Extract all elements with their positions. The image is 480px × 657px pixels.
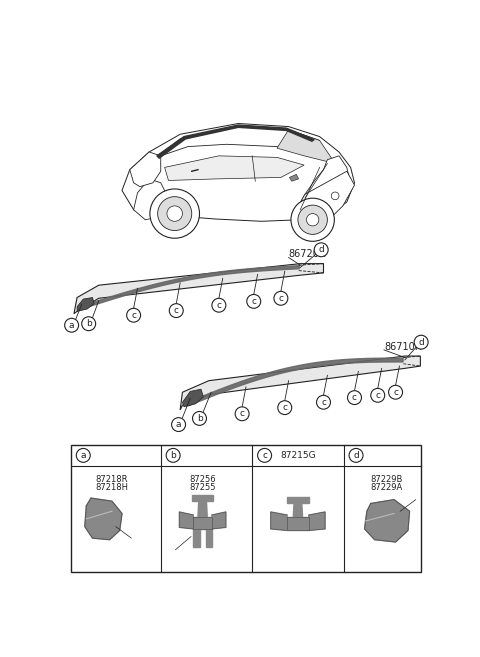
Circle shape [235, 407, 249, 420]
Polygon shape [193, 516, 212, 529]
Polygon shape [271, 512, 287, 530]
Circle shape [389, 385, 403, 399]
Polygon shape [365, 499, 409, 542]
Polygon shape [296, 171, 355, 225]
Polygon shape [296, 156, 350, 219]
Text: 87218R: 87218R [96, 476, 128, 484]
Polygon shape [192, 495, 214, 501]
Text: c: c [375, 391, 380, 400]
Polygon shape [277, 129, 335, 164]
Polygon shape [212, 512, 226, 529]
Circle shape [157, 196, 192, 231]
Circle shape [371, 388, 385, 402]
Text: a: a [69, 321, 74, 330]
Polygon shape [153, 127, 320, 160]
Text: 87218H: 87218H [96, 483, 129, 492]
Polygon shape [122, 124, 355, 221]
Text: b: b [86, 319, 92, 328]
Circle shape [150, 189, 200, 238]
Text: 87229B: 87229B [370, 476, 402, 484]
Polygon shape [130, 152, 161, 187]
Circle shape [278, 401, 292, 415]
Polygon shape [287, 516, 309, 530]
Circle shape [166, 449, 180, 463]
Polygon shape [309, 512, 325, 530]
Polygon shape [180, 356, 420, 410]
Circle shape [306, 214, 319, 226]
Polygon shape [289, 174, 299, 181]
Text: c: c [262, 451, 267, 460]
Text: c: c [240, 409, 245, 419]
Circle shape [167, 206, 182, 221]
Text: d: d [318, 245, 324, 254]
Polygon shape [133, 179, 168, 219]
Polygon shape [193, 529, 200, 547]
Text: 87229A: 87229A [370, 483, 402, 492]
Circle shape [247, 294, 261, 308]
Circle shape [314, 243, 328, 257]
Polygon shape [180, 512, 193, 529]
Text: c: c [278, 294, 283, 303]
Text: d: d [418, 338, 424, 347]
Polygon shape [206, 529, 212, 547]
Text: 87255: 87255 [189, 483, 216, 492]
Text: c: c [282, 403, 287, 412]
Text: 86720H: 86720H [288, 250, 327, 260]
Circle shape [192, 411, 206, 425]
Text: 87256: 87256 [189, 476, 216, 484]
Circle shape [274, 291, 288, 306]
Polygon shape [287, 497, 309, 503]
Text: c: c [251, 297, 256, 306]
Circle shape [414, 335, 428, 349]
Polygon shape [165, 156, 304, 181]
Bar [71, 445, 421, 572]
Circle shape [291, 198, 335, 241]
Text: a: a [176, 420, 181, 429]
Text: c: c [321, 397, 326, 407]
Text: b: b [170, 451, 176, 460]
Circle shape [349, 449, 363, 463]
Polygon shape [182, 389, 204, 407]
Circle shape [169, 304, 183, 317]
Text: c: c [174, 306, 179, 315]
Circle shape [127, 308, 141, 322]
Polygon shape [85, 498, 122, 539]
Polygon shape [74, 263, 324, 313]
Circle shape [212, 298, 226, 312]
Polygon shape [198, 501, 207, 516]
Text: 87215G: 87215G [280, 451, 316, 460]
Circle shape [82, 317, 96, 330]
Text: b: b [197, 414, 203, 423]
Text: c: c [131, 311, 136, 320]
Polygon shape [77, 298, 94, 311]
Text: c: c [216, 301, 221, 309]
Text: a: a [81, 451, 86, 460]
Circle shape [331, 192, 339, 200]
Circle shape [76, 449, 90, 463]
Circle shape [65, 318, 79, 332]
Circle shape [348, 391, 361, 405]
Text: d: d [353, 451, 359, 460]
Circle shape [258, 449, 272, 463]
Circle shape [298, 205, 327, 235]
Polygon shape [293, 503, 302, 516]
Polygon shape [157, 125, 314, 158]
Polygon shape [137, 160, 161, 183]
Text: 86710H: 86710H [384, 342, 422, 351]
Circle shape [172, 418, 186, 432]
Circle shape [316, 396, 330, 409]
Text: c: c [352, 393, 357, 402]
Text: c: c [393, 388, 398, 397]
